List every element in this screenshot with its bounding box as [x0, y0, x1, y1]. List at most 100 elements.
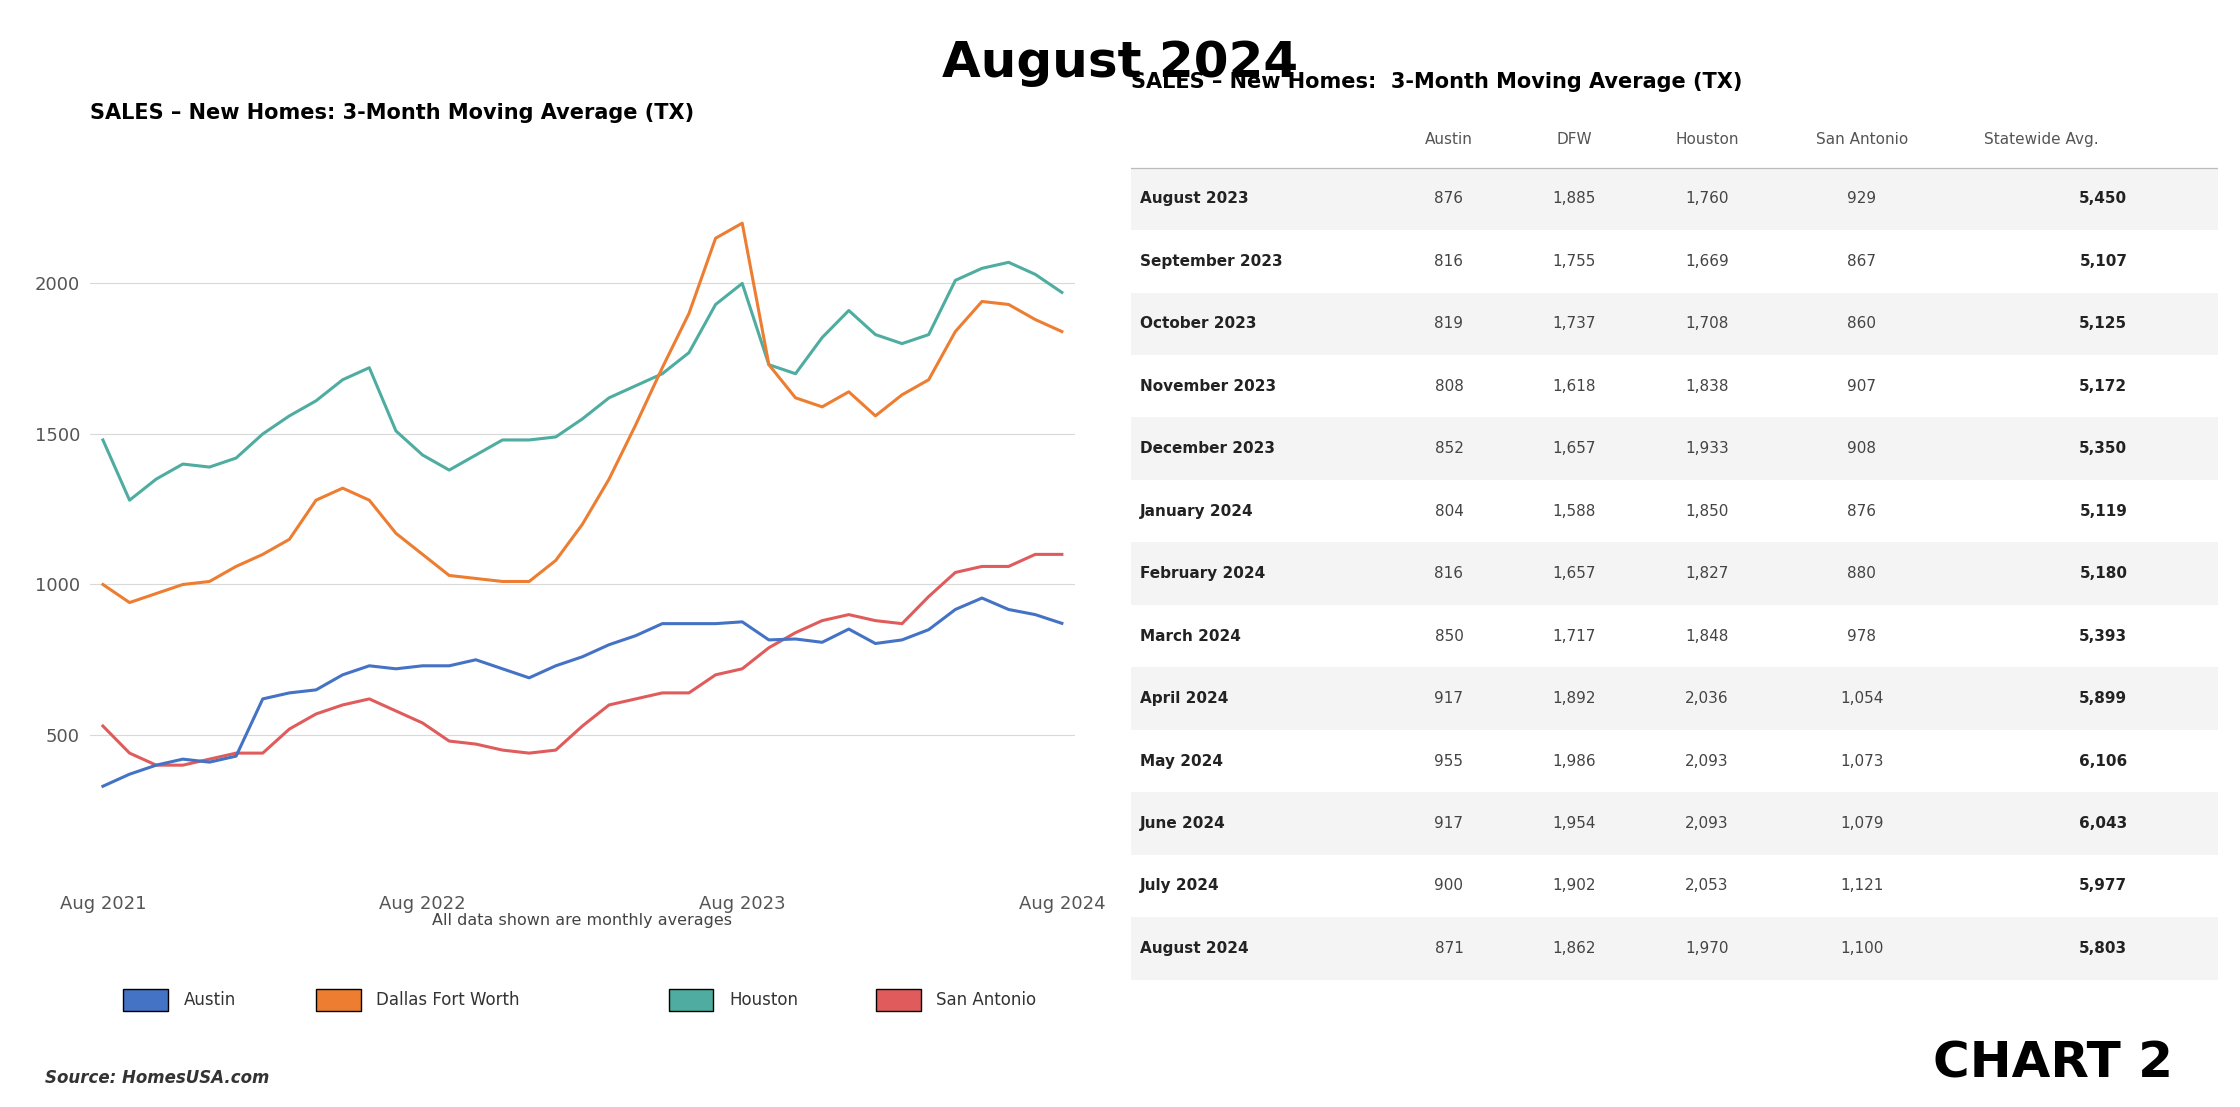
Text: November 2023: November 2023 — [1140, 379, 1277, 394]
Text: 1,902: 1,902 — [1552, 879, 1595, 893]
Text: 955: 955 — [1434, 754, 1463, 768]
Text: August 2023: August 2023 — [1140, 192, 1248, 206]
Text: DFW: DFW — [1557, 132, 1593, 147]
Text: April 2024: April 2024 — [1140, 691, 1228, 706]
Text: 1,970: 1,970 — [1684, 941, 1729, 956]
Text: 819: 819 — [1434, 317, 1463, 331]
Text: All data shown are monthly averages: All data shown are monthly averages — [432, 913, 732, 929]
Text: July 2024: July 2024 — [1140, 879, 1219, 893]
Text: 876: 876 — [1434, 192, 1463, 206]
Text: 1,827: 1,827 — [1684, 566, 1729, 581]
Text: 2,053: 2,053 — [1684, 879, 1729, 893]
Text: 1,838: 1,838 — [1684, 379, 1729, 394]
Text: 1,054: 1,054 — [1839, 691, 1884, 706]
Text: Austin: Austin — [1425, 132, 1474, 147]
Text: 917: 917 — [1434, 816, 1463, 831]
Text: December 2023: December 2023 — [1140, 442, 1275, 456]
Text: 1,618: 1,618 — [1552, 379, 1595, 394]
Text: 908: 908 — [1848, 442, 1877, 456]
Text: Statewide Avg.: Statewide Avg. — [1985, 132, 2099, 147]
Text: 1,073: 1,073 — [1839, 754, 1884, 768]
Text: 1,669: 1,669 — [1684, 254, 1729, 269]
Text: 5,977: 5,977 — [2079, 879, 2128, 893]
Text: CHART 2: CHART 2 — [1933, 1039, 2173, 1087]
Text: Houston: Houston — [1676, 132, 1738, 147]
Text: 850: 850 — [1434, 629, 1463, 643]
Text: 1,755: 1,755 — [1552, 254, 1595, 269]
Text: 5,119: 5,119 — [2079, 504, 2128, 519]
Text: 5,350: 5,350 — [2079, 442, 2128, 456]
Text: 1,588: 1,588 — [1552, 504, 1595, 519]
Text: January 2024: January 2024 — [1140, 504, 1254, 519]
Text: June 2024: June 2024 — [1140, 816, 1225, 831]
Text: 1,986: 1,986 — [1552, 754, 1595, 768]
Text: 1,862: 1,862 — [1552, 941, 1595, 956]
FancyBboxPatch shape — [1131, 417, 2218, 480]
Text: SALES – New Homes:  3-Month Moving Average (TX): SALES – New Homes: 3-Month Moving Averag… — [1131, 72, 1743, 92]
Text: 929: 929 — [1848, 192, 1877, 206]
Text: 2,036: 2,036 — [1684, 691, 1729, 706]
FancyBboxPatch shape — [1131, 542, 2218, 604]
Text: 5,172: 5,172 — [2079, 379, 2128, 394]
Text: 1,737: 1,737 — [1552, 317, 1595, 331]
Text: 880: 880 — [1848, 566, 1877, 581]
Text: 860: 860 — [1848, 317, 1877, 331]
Text: 1,121: 1,121 — [1839, 879, 1884, 893]
Text: San Antonio: San Antonio — [936, 991, 1037, 1008]
Text: 1,079: 1,079 — [1839, 816, 1884, 831]
Text: 978: 978 — [1848, 629, 1877, 643]
Text: 6,106: 6,106 — [2079, 754, 2128, 768]
Text: 1,760: 1,760 — [1684, 192, 1729, 206]
Text: September 2023: September 2023 — [1140, 254, 1284, 269]
Text: 1,892: 1,892 — [1552, 691, 1595, 706]
Text: 1,657: 1,657 — [1552, 442, 1595, 456]
Text: 1,848: 1,848 — [1684, 629, 1729, 643]
Text: 867: 867 — [1848, 254, 1877, 269]
FancyBboxPatch shape — [1131, 793, 2218, 855]
Text: 871: 871 — [1434, 941, 1463, 956]
Text: 5,393: 5,393 — [2079, 629, 2128, 643]
Text: 804: 804 — [1434, 504, 1463, 519]
Text: 1,954: 1,954 — [1552, 816, 1595, 831]
Text: Dallas Fort Worth: Dallas Fort Worth — [376, 991, 520, 1008]
Text: 816: 816 — [1434, 254, 1463, 269]
Text: 1,850: 1,850 — [1684, 504, 1729, 519]
FancyBboxPatch shape — [1131, 918, 2218, 980]
Text: 1,717: 1,717 — [1552, 629, 1595, 643]
Text: 907: 907 — [1848, 379, 1877, 394]
Text: 2,093: 2,093 — [1684, 754, 1729, 768]
Text: 6,043: 6,043 — [2079, 816, 2128, 831]
Text: SALES – New Homes: 3-Month Moving Average (TX): SALES – New Homes: 3-Month Moving Averag… — [90, 103, 694, 123]
Text: 808: 808 — [1434, 379, 1463, 394]
Text: 917: 917 — [1434, 691, 1463, 706]
Text: February 2024: February 2024 — [1140, 566, 1266, 581]
Text: 5,107: 5,107 — [2079, 254, 2128, 269]
Text: 1,100: 1,100 — [1839, 941, 1884, 956]
Text: Houston: Houston — [730, 991, 797, 1008]
Text: October 2023: October 2023 — [1140, 317, 1257, 331]
Text: 852: 852 — [1434, 442, 1463, 456]
Text: 1,885: 1,885 — [1552, 192, 1595, 206]
Text: Austin: Austin — [184, 991, 235, 1008]
FancyBboxPatch shape — [1131, 167, 2218, 230]
Text: 900: 900 — [1434, 879, 1463, 893]
Text: 5,180: 5,180 — [2079, 566, 2128, 581]
Text: August 2024: August 2024 — [943, 39, 1297, 86]
Text: San Antonio: San Antonio — [1817, 132, 1908, 147]
Text: 5,125: 5,125 — [2079, 317, 2128, 331]
Text: 876: 876 — [1848, 504, 1877, 519]
Text: May 2024: May 2024 — [1140, 754, 1223, 768]
Text: August 2024: August 2024 — [1140, 941, 1248, 956]
Text: 1,933: 1,933 — [1684, 442, 1729, 456]
Text: 5,450: 5,450 — [2079, 192, 2128, 206]
Text: March 2024: March 2024 — [1140, 629, 1241, 643]
Text: 2,093: 2,093 — [1684, 816, 1729, 831]
Text: 1,657: 1,657 — [1552, 566, 1595, 581]
FancyBboxPatch shape — [1131, 292, 2218, 355]
Text: 816: 816 — [1434, 566, 1463, 581]
Text: Source: HomesUSA.com: Source: HomesUSA.com — [45, 1069, 269, 1087]
Text: 5,803: 5,803 — [2079, 941, 2128, 956]
FancyBboxPatch shape — [1131, 668, 2218, 730]
Text: 5,899: 5,899 — [2079, 691, 2128, 706]
Text: 1,708: 1,708 — [1684, 317, 1729, 331]
